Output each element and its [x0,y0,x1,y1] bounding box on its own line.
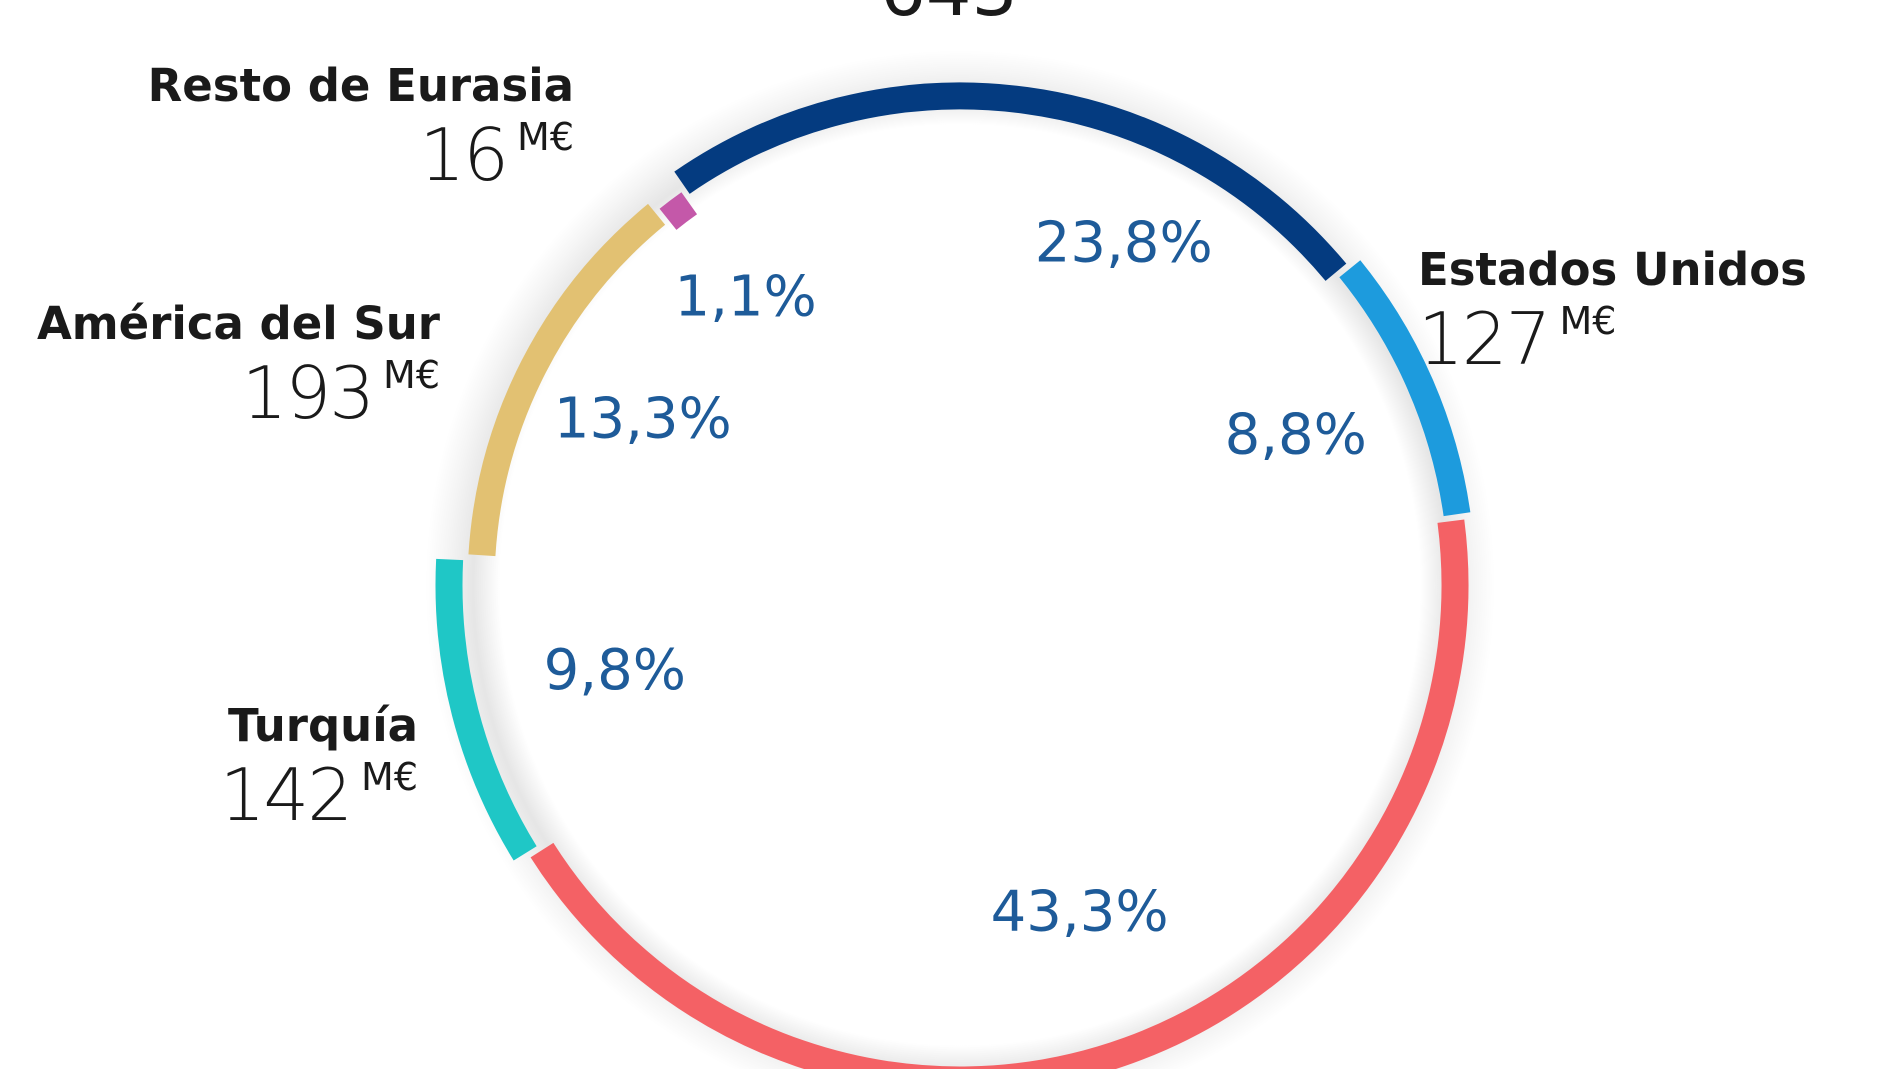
region-unit: M€ [1559,298,1617,343]
ring-slice-resto-de-eurasia [659,192,698,230]
percent-label: 13,3% [554,387,732,452]
top-value-partial: 643 [880,0,1017,32]
region-unit: M€ [383,352,440,397]
label-estados-unidos: Estados Unidos 127 M€ [1418,244,1807,379]
region-name: Resto de Eurasia [147,59,574,112]
ring-slice-am-rica-del-sur [468,203,666,557]
region-name: América del Sur [36,297,440,350]
percent-label: 1,1% [674,264,816,329]
ring-shadow [425,50,1495,1069]
label-turquia: Turquía 142 M€ [220,700,418,835]
region-name: Turquía [227,699,418,752]
region-unit: M€ [361,754,418,799]
region-value: 142 [219,752,353,837]
region-value: 193 [241,350,375,435]
ring-slice-estados-unidos [1339,260,1471,517]
ring-slice-espa-a [674,82,1347,281]
ring-slice-turqu-a [435,558,537,861]
percent-label: 9,8% [544,638,686,703]
label-america-del-sur: América del Sur 193 M€ [37,298,440,433]
percent-label: 43,3% [991,880,1169,945]
percent-label: 8,8% [1225,403,1367,468]
region-name: Estados Unidos [1418,243,1807,296]
region-value: 16 [419,112,509,197]
ring-slice-m-xico [530,519,1469,1069]
region-unit: M€ [517,114,574,159]
label-resto-de-eurasia: Resto de Eurasia 16 M€ [148,60,574,195]
percent-label: 23,8% [1035,210,1213,275]
region-value: 127 [1418,296,1551,381]
